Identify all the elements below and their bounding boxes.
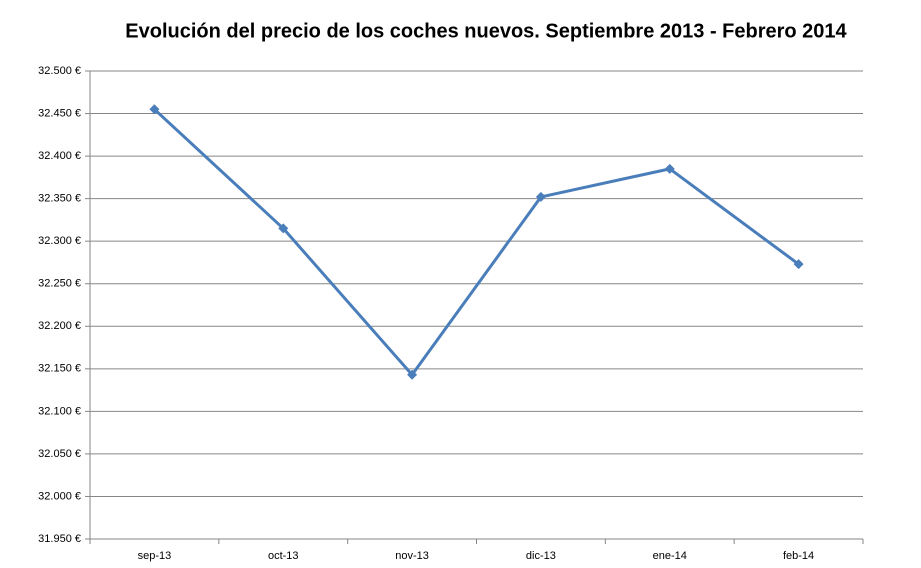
marker — [407, 369, 418, 380]
x-tick-label: sep-13 — [138, 550, 172, 562]
x-tick-label: oct-13 — [268, 550, 299, 562]
marker — [149, 104, 160, 115]
y-tick-label: 32.450 € — [38, 107, 81, 119]
chart-title: Evolución del precio de los coches nuevo… — [125, 20, 847, 42]
y-tick-label: 32.500 € — [38, 65, 81, 77]
x-tick-label: dic-13 — [526, 550, 556, 562]
y-tick-label: 32.300 € — [38, 235, 81, 247]
marker — [793, 259, 804, 270]
series-line — [153, 108, 800, 377]
y-tick-label: 32.050 € — [38, 448, 81, 460]
y-tick-label: 32.350 € — [38, 193, 81, 205]
y-tick-label: 32.150 € — [38, 363, 81, 375]
x-tick-label: ene-14 — [653, 550, 687, 562]
y-tick-label: 32.100 € — [38, 405, 81, 417]
y-tick-label: 32.200 € — [38, 320, 81, 332]
x-tick-label: nov-13 — [395, 550, 429, 562]
marker — [278, 223, 289, 234]
y-tick-label: 32.250 € — [38, 278, 81, 290]
x-tick-label: feb-14 — [783, 550, 814, 562]
marker — [535, 191, 546, 202]
y-tick-label: 31.950 € — [38, 533, 81, 545]
y-tick-label: 32.400 € — [38, 150, 81, 162]
marker — [664, 163, 675, 174]
y-tick-label: 32.000 € — [38, 490, 81, 502]
